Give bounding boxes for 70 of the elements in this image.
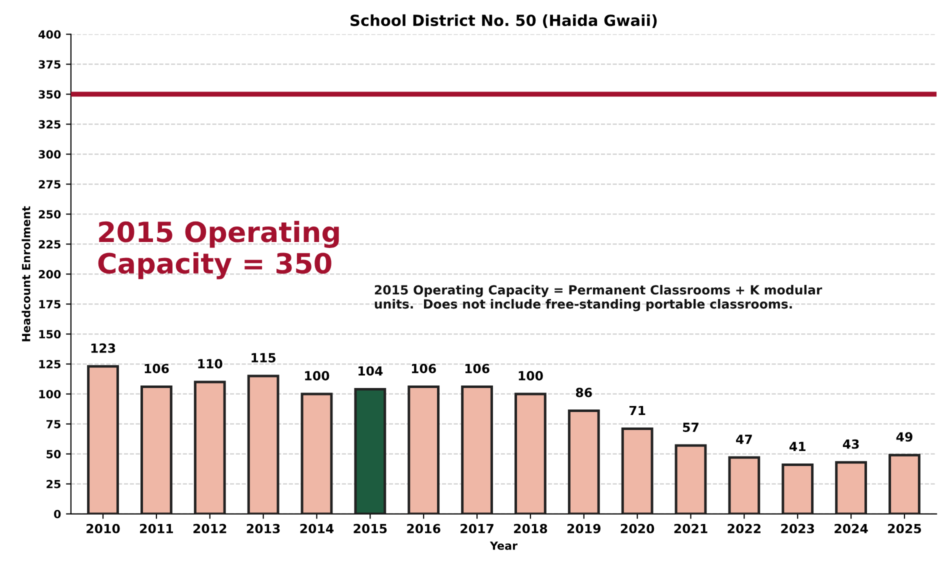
y-tick-label: 375 [38, 60, 60, 69]
x-tick-label: 2013 [246, 524, 280, 534]
bar [621, 428, 654, 514]
bar [408, 386, 440, 514]
y-tick-label: 50 [46, 450, 61, 458]
x-tick-label: 2017 [460, 524, 494, 534]
bar [888, 454, 920, 514]
x-tick-label: 2025 [888, 524, 922, 534]
data-label: 41 [789, 442, 806, 452]
y-tick-label: 300 [38, 150, 61, 159]
data-label: 115 [252, 353, 276, 362]
x-tick-label: 2010 [86, 524, 120, 534]
data-label: 123 [91, 343, 116, 353]
data-label: 71 [629, 406, 646, 416]
x-tick-label: 2012 [193, 524, 226, 534]
y-tick-label: 350 [38, 90, 61, 99]
y-tick-label: 250 [38, 210, 61, 219]
bar [835, 461, 867, 514]
bar [782, 463, 814, 514]
x-axis-title: Year [490, 542, 518, 550]
y-tick-label: 0 [54, 510, 61, 518]
bar [194, 380, 226, 514]
annotation: 2015 Operating Capacity = 350 [98, 220, 339, 280]
bar [354, 388, 386, 514]
y-tick-label: 400 [38, 30, 61, 39]
y-tick-label: 175 [39, 300, 60, 308]
data-label: 86 [576, 388, 592, 398]
y-tick-label: 325 [38, 120, 60, 129]
data-label: 57 [683, 422, 698, 432]
x-tick-label: 2022 [728, 524, 760, 534]
data-label: 100 [518, 371, 543, 380]
x-tick-label: 2023 [781, 524, 814, 534]
x-tick-label: 2015 [354, 524, 387, 534]
y-tick-label: 125 [39, 360, 60, 368]
data-label: 110 [198, 359, 222, 368]
bar [674, 444, 707, 514]
y-tick-label: 25 [46, 480, 60, 488]
x-tick-label: 2014 [300, 524, 334, 534]
bar [728, 456, 760, 514]
y-tick-label: 200 [38, 270, 61, 278]
bar [461, 386, 493, 514]
y-axis-title: Headcount Enrolment [22, 206, 30, 342]
data-label: 106 [412, 364, 436, 374]
x-tick-label: 2024 [834, 524, 868, 534]
x-tick-label: 2021 [674, 524, 708, 534]
x-tick-label: 2019 [567, 524, 600, 534]
annotation: 2015 Operating Capacity = Permanent Classrooms + K modular units. Does not include free-standing portable classrooms. [374, 284, 822, 312]
bar [514, 392, 546, 514]
x-tick-label: 2016 [407, 524, 440, 534]
x-tick-label: 2018 [514, 524, 548, 534]
data-label: 100 [305, 371, 330, 380]
x-tick-label: 2020 [620, 524, 654, 534]
x-tick-label: 2011 [140, 524, 173, 534]
bar [140, 386, 172, 514]
y-tick-label: 75 [46, 420, 60, 428]
data-label: 43 [842, 439, 859, 449]
y-tick-label: 100 [39, 390, 61, 398]
bar [300, 392, 333, 514]
data-label: 49 [896, 432, 912, 442]
data-label: 106 [465, 364, 490, 374]
y-tick-label: 150 [39, 330, 61, 338]
bar [87, 365, 119, 514]
y-tick-label: 225 [38, 240, 60, 248]
bar [568, 410, 600, 514]
y-tick-label: 275 [38, 180, 60, 189]
data-label: 104 [358, 366, 383, 376]
data-label: 106 [144, 364, 169, 374]
chart-title: School District No. 50 (Haida Gwaii) [350, 14, 657, 28]
bar [247, 374, 280, 514]
data-label: 47 [736, 434, 752, 444]
